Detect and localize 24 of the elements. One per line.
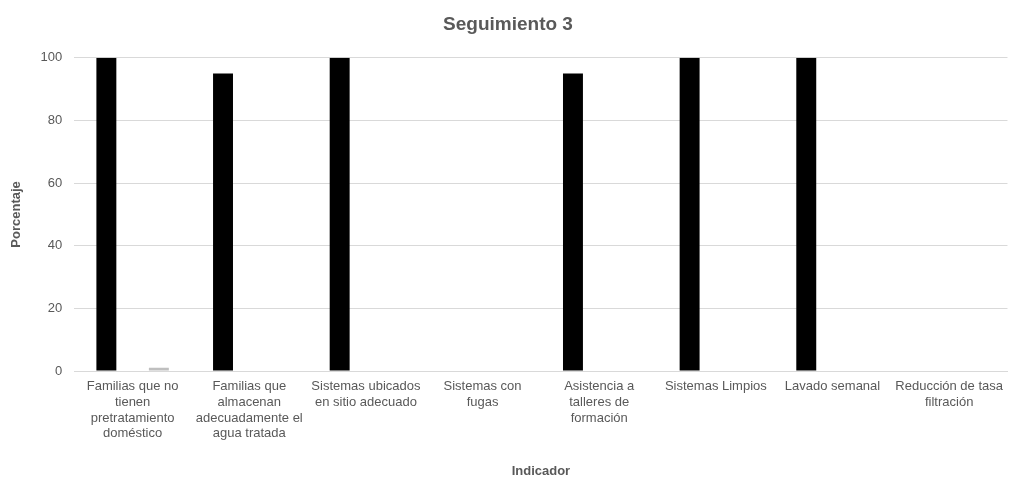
y-tick-label: 20 — [47, 299, 63, 315]
bar — [329, 57, 350, 371]
y-axis-title: Porcentaje — [8, 181, 24, 248]
x-tick-label: Reducción de tasa filtración — [895, 378, 1004, 409]
bar — [679, 57, 700, 371]
bar — [213, 73, 233, 371]
bar — [796, 57, 817, 371]
bar — [562, 73, 583, 371]
x-tick-label: Sistemas Limpios — [664, 378, 768, 394]
x-tick-label: Asistencia a talleres de formación — [564, 378, 636, 425]
chart-title: Seguimiento 3 — [443, 12, 573, 34]
x-tick-label: Familias que no tienen pretratamiento doméstico — [86, 378, 179, 441]
y-tick-label: 100 — [40, 49, 63, 65]
x-tick-label: Sistemas ubicados en sitio adecuado — [311, 378, 421, 409]
y-tick-label: 40 — [47, 237, 63, 253]
y-tick-label: 0 — [55, 362, 63, 378]
x-axis-title: Indicador — [511, 462, 571, 478]
bar — [148, 367, 169, 371]
y-tick-label: 60 — [47, 174, 63, 190]
x-tick-label: Familias que almacenan adecuadamente el agua tratada — [195, 378, 303, 441]
bar — [96, 57, 117, 371]
y-tick-label: 80 — [47, 112, 63, 128]
x-tick-label: Lavado semanal — [784, 378, 881, 394]
x-tick-label: Sistemas con fugas — [443, 378, 522, 409]
